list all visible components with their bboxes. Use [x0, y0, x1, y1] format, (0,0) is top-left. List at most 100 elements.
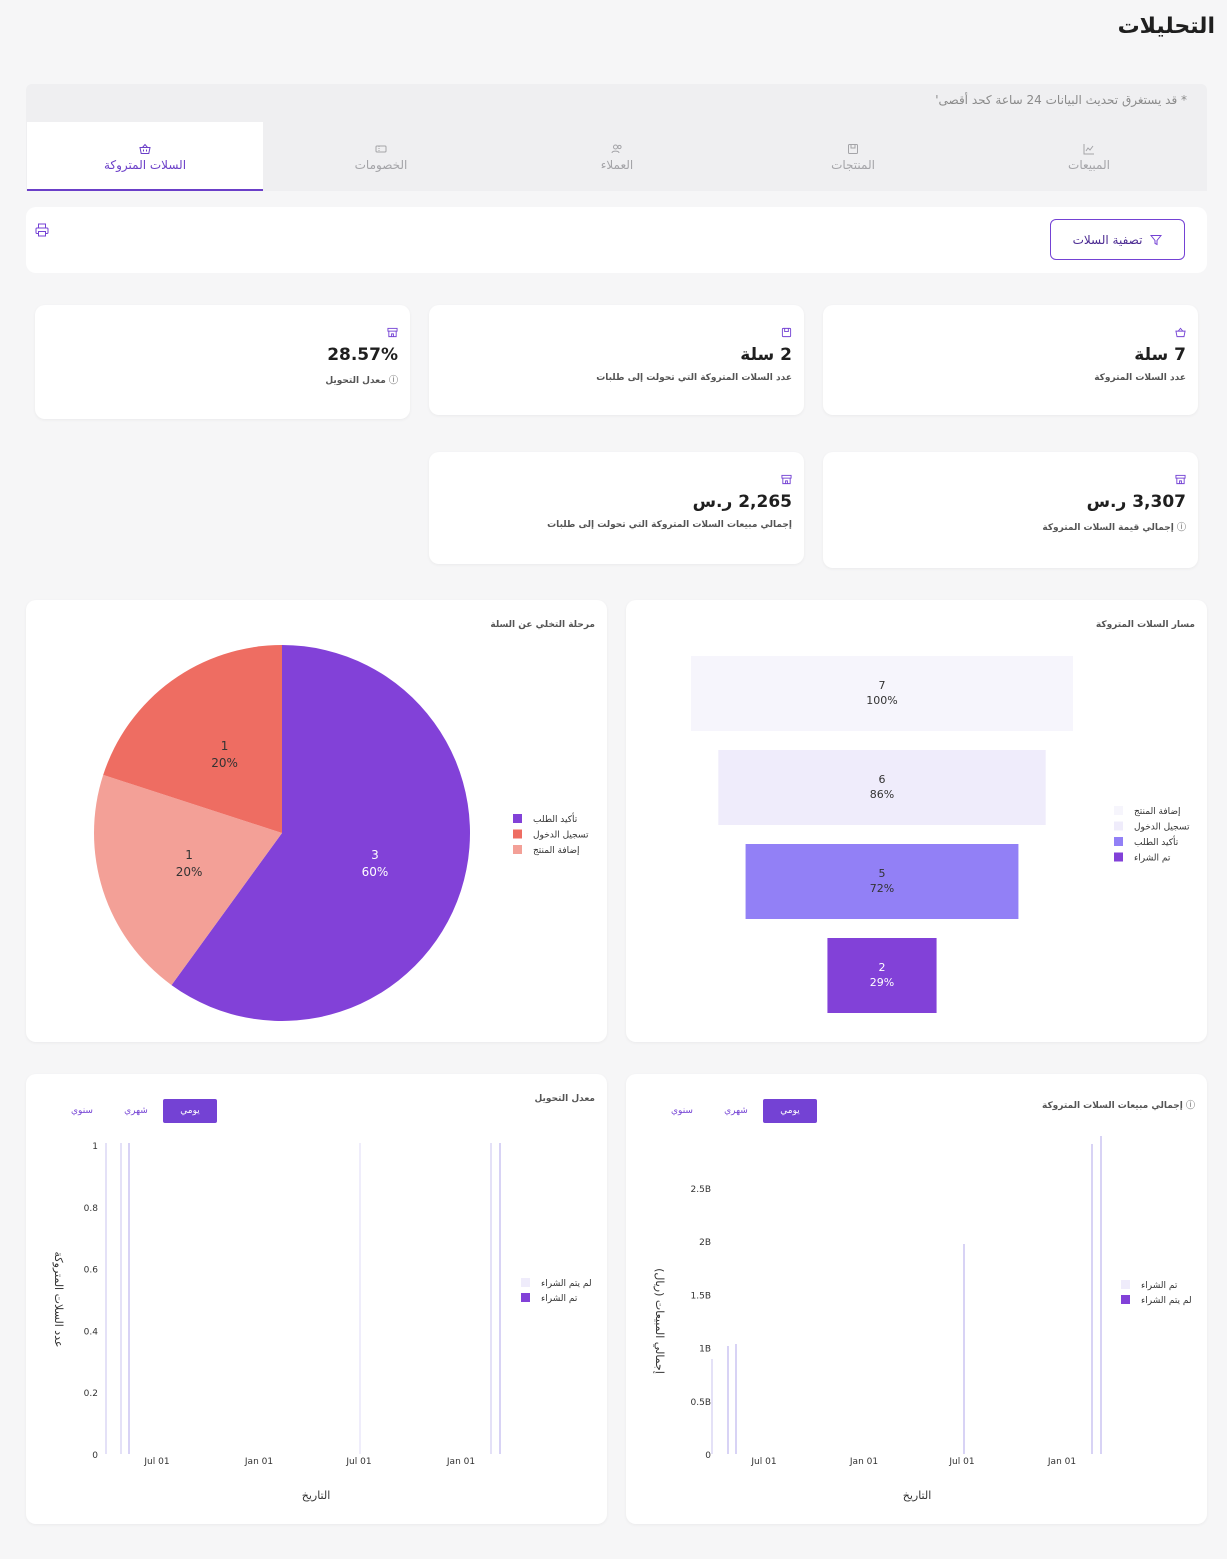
legend-label: تم الشراء [541, 1294, 578, 1304]
funnel-value-label: 2 [879, 961, 886, 974]
page-title: التحليلات [1117, 14, 1215, 39]
y-tick-label: 0.6 [84, 1266, 99, 1276]
funnel-bar[interactable] [745, 844, 1019, 919]
time-bar[interactable] [963, 1244, 965, 1454]
chart-title: ⓘ إجمالي مبيعات السلات المتروكة [1041, 1101, 1195, 1111]
time-bar[interactable] [1091, 1144, 1093, 1454]
pie-chart-card: مرحلة التخلي عن السلة 3 60% 1 20% 1 20% تأكيد … [26, 600, 607, 1042]
x-tick-label: Jan 01 [446, 1457, 475, 1467]
stat-card-abandoned-count: 7 سلة عدد السلات المتروكة [823, 305, 1198, 415]
legend-swatch [521, 1278, 530, 1287]
tab-sales[interactable]: المبيعات [971, 122, 1207, 191]
tab-customers[interactable]: العملاء [499, 122, 735, 191]
x-axis-title: التاريخ [903, 1489, 932, 1502]
legend-label: تم الشراء [1134, 854, 1171, 864]
time-bar[interactable] [120, 1143, 122, 1454]
funnel-bar[interactable] [718, 750, 1046, 825]
legend-swatch [513, 814, 522, 823]
y-tick-label: 0.4 [84, 1327, 99, 1337]
stat-card-converted-count: 2 سلة عدد السلات المتروكة التي تحولت إلى… [429, 305, 804, 415]
stat-card-converted-sales: 2,265 ر.س إجمالي مبيعات السلات المتروكة … [429, 452, 804, 564]
chart-title: مسار السلات المتروكة [1095, 620, 1195, 630]
legend-swatch [1114, 821, 1123, 831]
print-icon[interactable] [35, 223, 49, 237]
y-tick-label: 0.2 [84, 1389, 98, 1399]
pie-slice[interactable] [94, 774, 282, 986]
funnel-percent-label: 86% [870, 788, 894, 801]
x-tick-label: Jul 01 [750, 1457, 776, 1467]
y-axis-title: عدد السلات المتروكة [52, 1252, 65, 1348]
time-bar[interactable] [499, 1143, 501, 1454]
toggle-yearly[interactable]: سنوي [71, 1106, 93, 1116]
legend-label: إضافة المنتج [1134, 807, 1181, 817]
filter-carts-button[interactable]: تصفية السلات [1050, 219, 1185, 260]
legend-swatch [513, 829, 522, 839]
pie-value-label: 3 [371, 848, 379, 862]
legend-label: لم يتم الشراء [1141, 1296, 1192, 1306]
legend-label: تسجيل الدخول [1134, 823, 1190, 833]
period-toggle: سنوي شهري يومي [655, 1099, 817, 1123]
filter-label: تصفية السلات [1072, 232, 1143, 247]
y-tick-label: 2.5B [691, 1185, 712, 1195]
x-tick-label: Jul 01 [143, 1457, 169, 1467]
stat-label: عدد السلات المتروكة [1094, 373, 1186, 383]
y-tick-label: 1.5B [691, 1291, 712, 1301]
tab-label: العملاء [600, 158, 634, 172]
time-bar[interactable] [128, 1143, 130, 1454]
funnel-bar[interactable] [691, 656, 1073, 731]
x-axis-title: التاريخ [302, 1489, 331, 1502]
y-tick-label: 0 [92, 1451, 98, 1461]
stat-card-abandoned-value: 3,307 ر.س ⓘ إجمالي قيمة السلات المتروكة [823, 452, 1198, 568]
stat-label: عدد السلات المتروكة التي تحولت إلى طلبات [596, 373, 792, 383]
toggle-monthly[interactable]: شهري [724, 1106, 748, 1116]
users-icon [611, 144, 622, 154]
pie-chart: 3 60% 1 20% 1 20% تأكيد الطلب تسجيل الدخول إضافة… [94, 645, 589, 1021]
funnel-bar[interactable] [827, 938, 937, 1013]
basket-icon [139, 143, 151, 154]
chart-icon [1083, 144, 1094, 155]
stat-value: 7 سلة [1134, 345, 1186, 365]
time-bar[interactable] [490, 1143, 492, 1454]
filter-icon [1150, 234, 1163, 245]
stat-label: ⓘ إجمالي قيمة السلات المتروكة [1042, 523, 1186, 533]
funnel-chart-card: مسار السلات المتروكة 7 100% 6 86% 5 72% 2 29% إض… [626, 600, 1207, 1042]
pie-percent-label: 20% [211, 756, 238, 770]
analytics-tabs: المبيعات المنتجات العملاء الخصومات السلا… [26, 122, 1207, 191]
stat-value: 3,307 ر.س [1086, 492, 1186, 512]
tab-label: الخصومات [354, 158, 408, 172]
store-icon [781, 474, 792, 485]
time-bar[interactable] [1100, 1136, 1102, 1454]
store-icon [387, 327, 398, 338]
legend-swatch [1114, 806, 1123, 815]
box-icon [781, 327, 792, 338]
pie-value-label: 1 [185, 848, 193, 862]
info-icon[interactable]: ⓘ [388, 376, 398, 386]
toggle-yearly[interactable]: سنوي [671, 1106, 693, 1116]
chart-title: معدل التحويل [534, 1094, 595, 1104]
stat-label: إجمالي مبيعات السلات المتروكة التي تحولت… [547, 520, 792, 530]
y-tick-label: 1 [92, 1142, 98, 1152]
conversion-bar-chart: 0 0.2 0.4 0.6 0.8 1 Jul 01 Jan 01 Jul 01 Jan 01 ال… [52, 1142, 592, 1502]
tab-products[interactable]: المنتجات [735, 122, 971, 191]
legend-label: تم الشراء [1141, 1281, 1178, 1291]
toggle-daily[interactable]: يومي [163, 1099, 217, 1123]
pie-slice[interactable] [103, 645, 282, 833]
time-bar[interactable] [359, 1143, 361, 1454]
time-bar[interactable] [105, 1143, 107, 1454]
tab-abandoned-carts[interactable]: السلات المتروكة [27, 122, 263, 191]
time-bar[interactable] [711, 1359, 713, 1454]
funnel-chart: 7 100% 6 86% 5 72% 2 29% إضافة المنتج تسجيل الدخو… [691, 656, 1190, 1013]
info-icon[interactable]: ⓘ [1176, 523, 1186, 533]
time-bar[interactable] [735, 1344, 737, 1454]
x-tick-label: Jul 01 [948, 1457, 974, 1467]
time-bar[interactable] [727, 1346, 729, 1454]
x-tick-label: Jul 01 [345, 1457, 371, 1467]
pie-slice[interactable] [171, 645, 471, 1021]
y-tick-label: 0.8 [84, 1204, 99, 1214]
tab-discounts[interactable]: الخصومات [263, 122, 499, 191]
sales-bar-chart: 0 0.5B 1B 1.5B 2B 2.5B Jul 01 Jan 01 Jul 01 Jan 0… [653, 1136, 1192, 1502]
info-icon[interactable]: ⓘ [1185, 1101, 1195, 1111]
x-tick-label: Jan 01 [1047, 1457, 1076, 1467]
toggle-monthly[interactable]: شهري [124, 1106, 148, 1116]
toggle-daily[interactable]: يومي [763, 1099, 817, 1123]
